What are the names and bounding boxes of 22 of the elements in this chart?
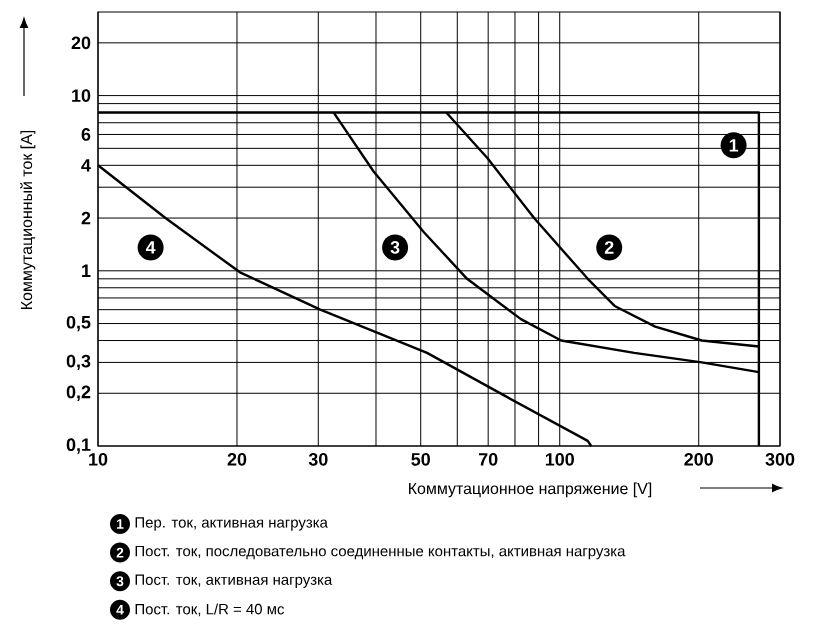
y-tick-label: 0,2	[66, 385, 91, 401]
y-tick-label: 0,1	[66, 438, 91, 454]
y-tick-label: 2	[81, 211, 91, 225]
annotation: 3	[390, 241, 400, 254]
y-tick-label: 4	[81, 159, 91, 172]
x-tick-label: 300	[765, 453, 795, 466]
y-tick-label: 10	[72, 89, 91, 102]
x-tick-label: 200	[684, 453, 713, 466]
x-tick-label: 50	[411, 453, 430, 466]
y-tick-label: 0,3	[66, 354, 91, 371]
y-tick-label: 0,5	[66, 315, 91, 332]
x-tick-label: 20	[227, 453, 247, 466]
x-tick-label: 30	[308, 453, 328, 466]
x-tick-label: 70	[478, 453, 498, 466]
x-tick-label: 10	[89, 453, 108, 466]
y-tick-label: 20	[71, 36, 91, 50]
annotation: 1	[729, 139, 739, 152]
y-tick-label: 6	[81, 128, 91, 141]
annotation: 2	[604, 241, 614, 254]
y-tick-label: 1	[82, 264, 91, 277]
annotation: 4	[145, 241, 156, 254]
x-tick-label: 100	[545, 453, 574, 466]
